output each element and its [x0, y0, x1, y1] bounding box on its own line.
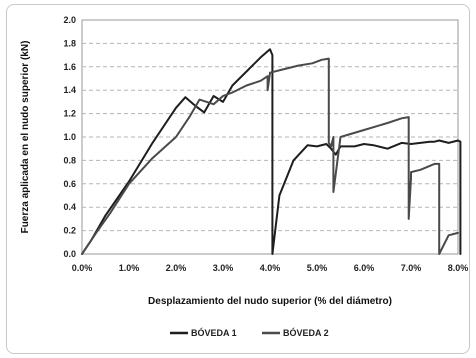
x-tick-label: 3.0% — [213, 263, 234, 273]
y-tick-label: 0.8 — [63, 155, 76, 165]
y-tick-label: 2.0 — [63, 15, 76, 25]
y-axis-ticks: 0.0 0.2 0.4 0.6 0.8 1.0 1.2 1.4 1.6 1.8 2.0 — [63, 15, 76, 259]
legend-label-boveda-1: BÓVEDA 1 — [191, 327, 237, 338]
y-tick-label: 1.6 — [63, 62, 76, 72]
series-line-boveda-1 — [81, 48, 462, 255]
y-tick-label: 1.8 — [63, 38, 76, 48]
y-tick-label: 1.4 — [63, 85, 76, 95]
x-tick-label: 6.0% — [354, 263, 375, 273]
y-tick-label: 0.6 — [63, 179, 76, 189]
x-tick-label: 8.0% — [448, 263, 469, 273]
x-tick-label: 2.0% — [166, 263, 187, 273]
series-layer — [81, 48, 462, 255]
y-tick-label: 0.4 — [63, 202, 76, 212]
legend-label-boveda-2: BÓVEDA 2 — [283, 327, 329, 338]
series-line-boveda-2 — [81, 57, 459, 255]
y-axis-title: Fuerza aplicada en el nudo superior (kN) — [20, 41, 31, 234]
x-tick-label: 0.0% — [72, 263, 93, 273]
y-tick-label: 1.0 — [63, 132, 76, 142]
y-tick-label: 1.2 — [63, 109, 76, 119]
x-tick-label: 1.0% — [119, 263, 140, 273]
x-tick-label: 5.0% — [307, 263, 328, 273]
y-tick-label: 0.2 — [63, 226, 76, 236]
plot-area — [81, 19, 459, 255]
x-axis-ticks: 0.0% 1.0% 2.0% 3.0% 4.0% 5.0% 6.0% 7.0% 8.0% — [72, 263, 469, 273]
x-tick-label: 7.0% — [401, 263, 422, 273]
x-tick-label: 4.0% — [260, 263, 281, 273]
y-tick-label: 0.0 — [63, 249, 76, 259]
legend: BÓVEDA 1 BÓVEDA 2 — [170, 327, 329, 338]
x-axis-title: Desplazamiento del nudo superior (% del … — [148, 296, 392, 307]
